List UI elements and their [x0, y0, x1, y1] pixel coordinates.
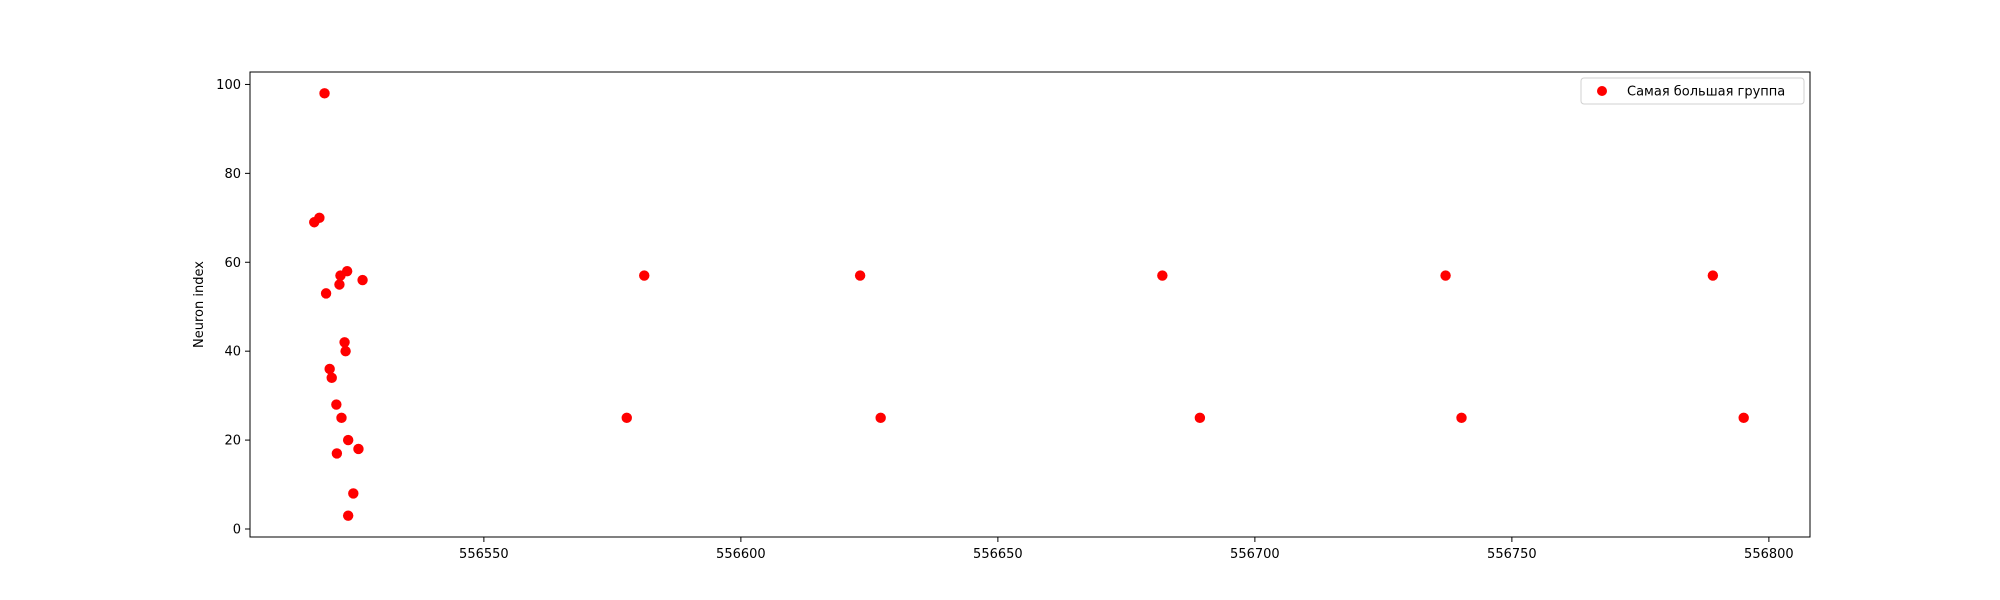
y-tick-label: 0	[233, 522, 241, 537]
x-tick-label: 556750	[1487, 547, 1537, 562]
data-point	[341, 265, 353, 277]
data-point	[1738, 412, 1749, 424]
y-tick-label: 60	[224, 256, 241, 271]
data-point	[336, 412, 347, 424]
axes-frame	[249, 71, 1811, 538]
legend-label: Самая большая группа	[1627, 85, 1785, 100]
data-point	[875, 412, 886, 424]
data-point	[1194, 412, 1206, 424]
data-point	[320, 288, 332, 299]
data-point	[334, 279, 345, 290]
legend-box	[1580, 77, 1805, 105]
data-point	[357, 274, 368, 286]
x-tick-label: 556700	[1230, 547, 1280, 562]
data-point	[353, 443, 364, 455]
data-point	[331, 399, 342, 410]
y-axis-label: Neuron index	[192, 261, 207, 348]
data-point	[340, 345, 351, 357]
data-point	[1157, 270, 1168, 281]
data-point	[331, 448, 343, 459]
data-point	[342, 434, 354, 446]
data-point	[342, 510, 354, 521]
x-tick-label: 556650	[973, 547, 1023, 562]
x-axis: 556550 556600 556650 556700 556750 556800	[459, 537, 1794, 562]
y-axis: 0 20 40 60 80 100	[216, 78, 250, 537]
legend-marker	[1597, 86, 1607, 96]
legend: Самая большая группа	[1580, 77, 1805, 105]
data-point	[621, 412, 632, 424]
y-tick-label: 100	[216, 78, 241, 93]
y-tick-label: 40	[224, 345, 241, 360]
data-point	[854, 270, 866, 281]
data-point	[1707, 270, 1719, 281]
y-tick-label: 80	[224, 167, 241, 182]
data-point	[326, 372, 337, 384]
x-tick-label: 556550	[459, 547, 509, 562]
plot-area: 556550 556600 556650 556700 556750 556800 0 20…	[216, 71, 1811, 562]
data-point	[339, 337, 350, 348]
data-point	[314, 212, 325, 224]
data-point	[1440, 270, 1451, 281]
x-tick-label: 556800	[1744, 547, 1794, 562]
y-tick-label: 20	[224, 434, 241, 449]
data-point	[1456, 412, 1467, 424]
x-tick-label: 556600	[716, 547, 766, 562]
data-point	[324, 363, 335, 375]
data-point	[639, 270, 650, 281]
data-points	[309, 88, 1749, 521]
data-point	[348, 488, 359, 499]
data-point	[319, 88, 330, 99]
